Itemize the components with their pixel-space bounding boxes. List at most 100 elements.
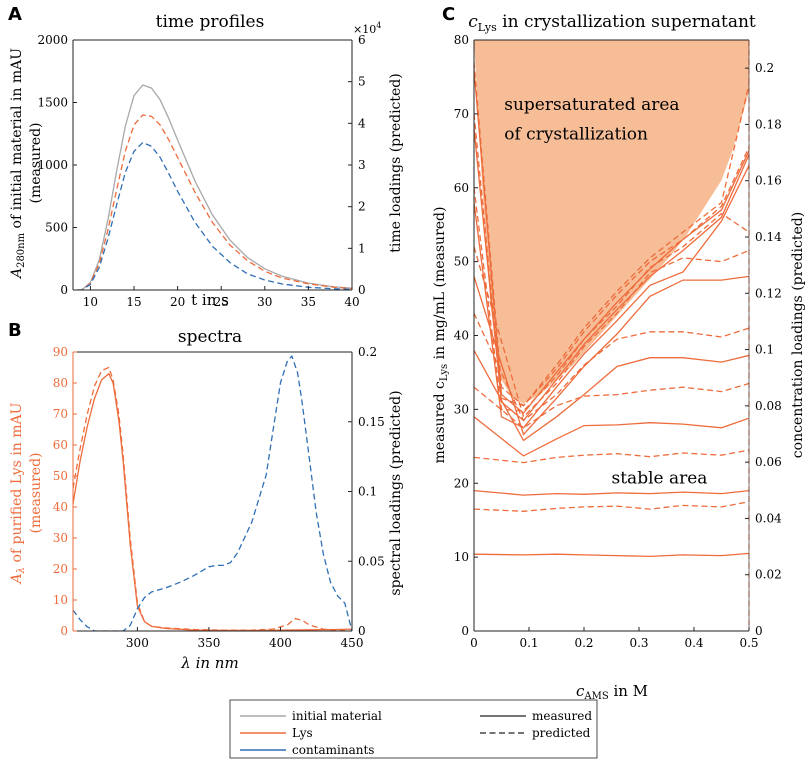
panel-a-y2-tick-label: 1 [358, 241, 366, 255]
panel-b-y-tick-label: 60 [53, 438, 68, 452]
panel-a-x-tick-label: 35 [301, 295, 316, 309]
panel-c-x-tick-label: 0.1 [519, 636, 538, 650]
legend-label-lys: Lys [292, 726, 313, 740]
panel-c-x-tick-label: 0 [470, 636, 478, 650]
legend-box [229, 699, 598, 759]
panel-c-annotation: of crystallization [504, 125, 648, 145]
panel-b-series-contaminants-predicted [73, 355, 352, 631]
legend-label-initial: initial material [292, 709, 382, 723]
panel-c-label: C [442, 4, 455, 25]
panel-c-annotation: supersaturated area [504, 95, 679, 115]
panel-c-plot-area: 0 0.1 0.2 0.3 0.4 0.50102030405060708000.020.… [454, 33, 782, 650]
panel-b-y2-tick-label: 0.1 [358, 485, 377, 499]
panel-a-y2-tick-label: 0 [358, 283, 366, 297]
panel-b: B spectra 300 350 400 450010203040506070809… [8, 320, 404, 672]
panel-c-y2-tick-label: 0.2 [755, 61, 774, 75]
panel-c-series-predicted-7 [474, 113, 749, 407]
panel-c-x-label: cAMS in M [576, 682, 648, 702]
panel-c-series-predicted-4 [474, 313, 749, 422]
panel-b-y-label-rest: of purified Lys in mAU [9, 402, 25, 567]
panel-b-y-tick-label: 70 [53, 407, 68, 421]
panel-b-series-lys-measured [73, 372, 352, 631]
panel-a-series-lys [77, 114, 352, 290]
panel-b-label: B [8, 320, 22, 341]
panel-b-y-label-sub: λ [16, 567, 27, 574]
panel-c-y-label-sub: Lys [439, 364, 450, 381]
panel-a-y-label-sub: 280nm [16, 232, 27, 268]
panel-a-x-label: t in s [191, 291, 229, 309]
panel-c-y-tick-label: 60 [454, 181, 469, 195]
panel-c-y2-tick-label: 0.04 [755, 511, 782, 525]
panel-c-series-measured-5 [474, 275, 749, 436]
legend-label-dashed: predicted [532, 726, 591, 740]
panel-b-y2-tick-label: 0.05 [358, 554, 385, 568]
panel-b-x-tick-label: 350 [197, 636, 220, 650]
panel-c-x-tick-label: 0.2 [574, 636, 593, 650]
panel-b-y-label-line2: (measured) [28, 453, 44, 534]
panel-c-y-tick-label: 50 [454, 255, 469, 269]
panel-a-y-tick-label: 1000 [37, 158, 68, 172]
panel-a-x-tick-label: 25 [214, 295, 229, 309]
panel-c-y-tick-label: 80 [454, 33, 469, 47]
panel-c-y-tick-label: 20 [454, 476, 469, 490]
panel-c-series-predicted-8 [474, 62, 749, 407]
panel-a: A time profiles 10 15 20 25 30 35 400500100015… [8, 4, 404, 309]
panel-b-y-tick-label: 30 [53, 531, 68, 545]
panel-c-title-rest: in crystallization supernatant [497, 12, 756, 32]
panel-a-x-tick-label: 10 [83, 295, 98, 309]
panel-c-y-tick-label: 10 [454, 550, 469, 564]
panel-c-y-tick-label: 0 [461, 624, 469, 638]
panel-a-y-tick-label: 2000 [37, 33, 68, 47]
panel-c-series-measured-2 [474, 489, 749, 496]
legend-label-solid: measured [532, 709, 592, 723]
panel-a-label: A [8, 4, 22, 25]
panel-c-x-tick-label: 0.3 [629, 636, 648, 650]
panel-b-x-tick-label: 450 [341, 636, 364, 650]
panel-a-y2-tick-label: 3 [358, 158, 366, 172]
panel-b-y2-tick-label: 0.15 [358, 415, 385, 429]
panel-c-annotation: stable area [612, 468, 708, 488]
panel-c-series-measured-6 [474, 165, 749, 429]
panel-c-title-sub: Lys [478, 21, 497, 34]
panel-b-y-label-main: A [9, 573, 25, 585]
panel-b-y-tick-label: 40 [53, 500, 68, 514]
panel-b-y-tick-label: 20 [53, 562, 68, 576]
panel-b-y-label: Aλ of purified Lys in mAU [9, 402, 27, 585]
panel-c-series-measured-1 [474, 552, 749, 558]
panel-c-y2-tick-label: 0.02 [755, 568, 782, 582]
panel-a-x-tick-label: 15 [126, 295, 141, 309]
panel-c-series-predicted-6 [474, 187, 749, 412]
panel-a-y-label: A280nm of initial material in mAU [9, 48, 27, 280]
panel-c-series-measured-3 [474, 416, 749, 457]
panel-b-y2-label: spectral loadings (predicted) [388, 390, 404, 595]
panel-a-y2-tick-label: 5 [358, 75, 366, 89]
panel-c-y-tick-label: 30 [454, 402, 469, 416]
panel-b-y-tick-label: 50 [53, 469, 68, 483]
panel-c-y2-tick-label: 0.16 [755, 174, 782, 188]
panel-c-y2-tick-label: 0.12 [755, 286, 782, 300]
legend-label-contam: contaminants [292, 743, 374, 757]
panel-c-x-label-main: c [576, 682, 585, 700]
panel-c-x-label-sub: AMS [583, 691, 608, 702]
panel-a-series-initial-material [77, 84, 352, 290]
panel-c-y2-label: concentration loadings (predicted) [790, 212, 806, 458]
panel-b-x-label: λ in nm [180, 654, 238, 672]
legend-items: initial material Lys contaminants measured p… [240, 709, 592, 757]
panel-c-x-tick-label: 0.5 [739, 636, 758, 650]
panel-c-series-measured-8 [474, 69, 749, 415]
panel-c-y2-tick-label: 0.14 [755, 230, 782, 244]
panel-c-y2-tick-label: 0.08 [755, 399, 782, 413]
panel-c-x-tick-label: 0.4 [684, 636, 703, 650]
panel-c-x-label-rest: in M [609, 682, 648, 700]
panel-a-y-tick-label: 0 [60, 283, 68, 297]
panel-a-title: time profiles [156, 12, 265, 32]
panel-c-y2-tick-label: 0.1 [755, 343, 774, 357]
panel-c-series-measured-4 [474, 349, 749, 442]
panel-a-x-tick-label: 20 [170, 295, 185, 309]
panel-a-y2-tick-label: 2 [358, 200, 366, 214]
panel-c-y-label: measured cLys in mg/mL (measured) [432, 207, 450, 464]
panel-a-y2-multiplier-base: ×10 [353, 23, 376, 36]
